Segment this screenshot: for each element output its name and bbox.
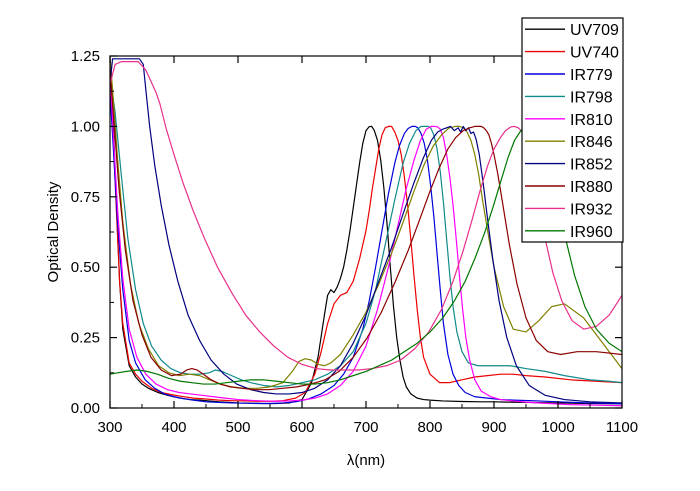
series-line-ir852 bbox=[110, 58, 622, 404]
legend-label: IR810 bbox=[570, 112, 613, 129]
series-line-ir779 bbox=[110, 92, 622, 405]
legend-item-ir960[interactable]: IR960 bbox=[525, 224, 613, 241]
legend-label: IR932 bbox=[570, 201, 613, 218]
x-axis-tick-label: 300 bbox=[97, 419, 122, 436]
legend-item-ir779[interactable]: IR779 bbox=[525, 67, 613, 84]
legend-item-uv709[interactable]: UV709 bbox=[525, 22, 619, 39]
legend-item-ir810[interactable]: IR810 bbox=[525, 112, 613, 129]
x-axis-tick-label: 600 bbox=[289, 419, 314, 436]
y-axis-tick-label: 0.75 bbox=[71, 189, 100, 206]
x-axis-tick-label: 700 bbox=[353, 419, 378, 436]
legend-label: IR846 bbox=[570, 134, 613, 151]
legend-label: UV740 bbox=[570, 45, 619, 62]
legend-label: IR960 bbox=[570, 224, 613, 241]
y-axis-tick-label: 0.00 bbox=[71, 400, 100, 417]
y-axis-tick-label: 1.00 bbox=[71, 118, 100, 135]
x-axis-tick-label: 500 bbox=[225, 419, 250, 436]
y-axis-tick-label: 0.25 bbox=[71, 330, 100, 347]
x-axis-tick-label: 800 bbox=[417, 419, 442, 436]
x-axis-tick-label: 900 bbox=[481, 419, 506, 436]
axis-labels-layer: 300 400 500 600 700 800 900 1000 1100 0.00 0.25 0.5… bbox=[45, 48, 638, 469]
y-axis-tick-label: 0.50 bbox=[71, 259, 100, 276]
x-axis-tick-label: 1100 bbox=[606, 419, 638, 436]
x-axis-title: λ(nm) bbox=[347, 452, 385, 469]
legend-item-ir798[interactable]: IR798 bbox=[525, 89, 613, 106]
legend-box bbox=[521, 17, 624, 243]
y-axis-tick-label: 1.25 bbox=[71, 48, 100, 65]
chart-legend[interactable]: UV709 UV740 IR779 IR798 IR810 IR846 IR852 IR880… bbox=[521, 17, 624, 243]
x-axis-tick-label: 1000 bbox=[541, 419, 574, 436]
legend-label: IR779 bbox=[570, 67, 613, 84]
legend-label: UV709 bbox=[570, 22, 619, 39]
legend-item-ir932[interactable]: IR932 bbox=[525, 201, 613, 218]
series-line-ir810 bbox=[110, 69, 622, 407]
series-line-ir798 bbox=[110, 75, 622, 388]
series-line-ir880 bbox=[110, 69, 622, 391]
series-line-uv740 bbox=[110, 69, 622, 402]
legend-item-uv740[interactable]: UV740 bbox=[525, 45, 619, 62]
legend-item-ir846[interactable]: IR846 bbox=[525, 134, 613, 151]
legend-item-ir880[interactable]: IR880 bbox=[525, 179, 613, 196]
legend-label: IR880 bbox=[570, 179, 613, 196]
legend-label: IR852 bbox=[570, 157, 613, 174]
x-axis-tick-label: 400 bbox=[161, 419, 186, 436]
legend-item-ir852[interactable]: IR852 bbox=[525, 157, 613, 174]
y-axis-title: Optical Density bbox=[45, 181, 62, 282]
legend-label: IR798 bbox=[570, 89, 613, 106]
